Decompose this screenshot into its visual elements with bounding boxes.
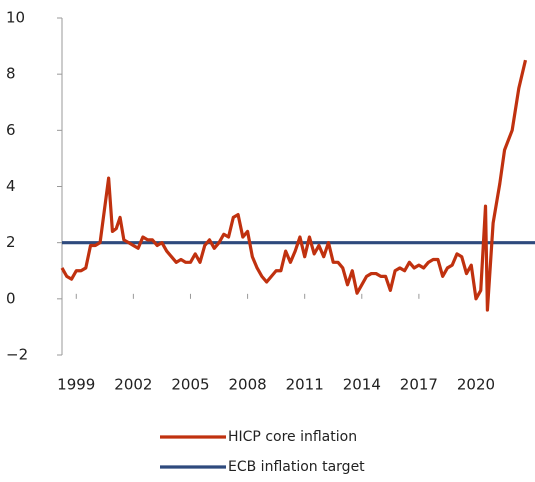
series-line [60, 59, 528, 312]
y-tick-label: 6 [6, 121, 16, 139]
y-tick-label: 8 [6, 65, 16, 83]
x-tick-label: 2008 [228, 376, 266, 394]
x-tick-label: 2014 [343, 376, 381, 394]
y-tick-label: 2 [6, 233, 16, 251]
y-tick-label: 10 [6, 9, 25, 27]
y-tick-label: 0 [6, 289, 16, 307]
y-tick-label: 4 [6, 177, 16, 195]
x-tick-label: 1999 [57, 376, 95, 394]
x-tick-label: 2002 [114, 376, 152, 394]
legend-label: ECB inflation target [228, 459, 365, 475]
y-tick-label: −2 [6, 346, 28, 364]
x-tick-label: 2005 [171, 376, 209, 394]
x-tick-label: 2017 [400, 376, 438, 394]
x-tick-label: 2011 [286, 376, 324, 394]
legend-label: HICP core inflation [228, 429, 357, 445]
x-tick-label: 2020 [457, 376, 495, 394]
